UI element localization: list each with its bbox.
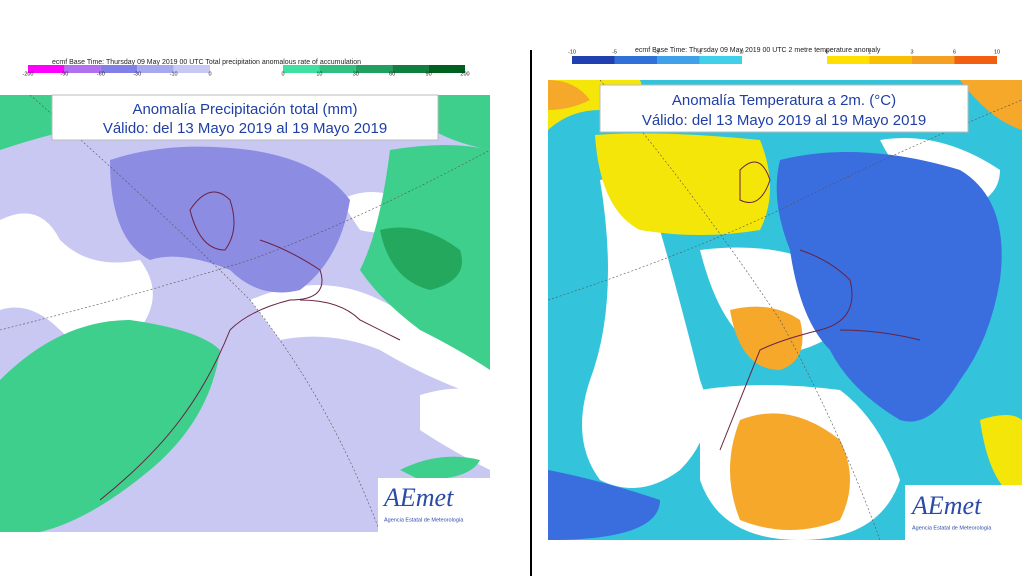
legend-label: 30 xyxy=(353,71,359,77)
map-region xyxy=(110,146,350,293)
legend: -10 -5 -3 -1 0 0 1 3 6 10 xyxy=(568,49,1000,64)
legend-label: 6 xyxy=(953,49,956,55)
legend-swatch xyxy=(64,65,101,73)
legend-label: -90 xyxy=(60,71,68,77)
map-region xyxy=(548,470,660,540)
logo-box xyxy=(905,485,1022,540)
legend-label: -60 xyxy=(97,71,105,77)
map-subtitle: Válido: del 13 Mayo 2019 al 19 Mayo 2019 xyxy=(642,112,926,129)
legend-swatch xyxy=(428,65,465,73)
legend-label: 200 xyxy=(460,71,469,77)
precip-map xyxy=(0,95,490,532)
map-title: Anomalía Temperatura a 2m. (°C) xyxy=(672,92,896,109)
map-header: ecmf Base Time: Thursday 09 May 2019 00 … xyxy=(635,47,881,54)
title-box xyxy=(51,94,439,141)
title-box xyxy=(599,84,969,133)
map-region xyxy=(980,415,1022,500)
legend-label: 1 xyxy=(868,49,871,55)
legend-label: -1 xyxy=(697,49,702,55)
legend-label: -5 xyxy=(612,49,617,55)
legend-swatch xyxy=(657,56,700,64)
legend-swatch xyxy=(869,56,912,64)
legend-label: 0 xyxy=(825,49,828,55)
legend-swatch xyxy=(392,65,429,73)
map-region xyxy=(719,161,921,451)
legend-label: 10 xyxy=(994,49,1000,55)
legend-label: 3 xyxy=(910,49,913,55)
legend-swatch xyxy=(319,65,356,73)
map-region xyxy=(0,320,220,532)
legend-swatch xyxy=(954,56,997,64)
map-region xyxy=(960,80,1022,130)
map-region xyxy=(730,306,803,370)
legend-label: 60 xyxy=(389,71,395,77)
legend-swatch xyxy=(28,65,65,73)
legend-label: -10 xyxy=(170,71,178,77)
legend-swatch xyxy=(137,65,174,73)
map-title: Anomalía Precipitación total (mm) xyxy=(132,101,357,118)
logo-text: Agencia Estatal de Meteorología xyxy=(912,525,992,531)
map-region xyxy=(0,95,490,532)
map-region xyxy=(420,388,490,470)
map-region xyxy=(380,227,462,290)
logo-box xyxy=(378,478,490,532)
temperature-map xyxy=(548,80,1022,540)
legend-label: 0 xyxy=(208,71,211,77)
map-region xyxy=(730,413,850,530)
legend-swatch xyxy=(614,56,657,64)
legend-swatch xyxy=(173,65,210,73)
legend-label: 90 xyxy=(426,71,432,77)
legend-label: -200 xyxy=(22,71,33,77)
map-region xyxy=(548,80,590,110)
legend-swatch xyxy=(912,56,955,64)
legend-swatch xyxy=(100,65,138,73)
map-region xyxy=(400,456,480,480)
map-header: ecmf Base Time: Thursday 09 May 2019 00 … xyxy=(52,59,361,66)
legend-label: -30 xyxy=(133,71,141,77)
map-region xyxy=(0,213,153,348)
map-region xyxy=(250,285,490,400)
legend-swatch xyxy=(283,65,320,73)
legend-label: 0 xyxy=(281,71,284,77)
map-region xyxy=(776,152,1002,422)
map-region xyxy=(99,191,401,501)
legend-label: -10 xyxy=(568,49,576,55)
logo: AEmet xyxy=(910,491,982,520)
legend-label: -3 xyxy=(655,49,660,55)
legend-label: 10 xyxy=(316,71,322,77)
logo: AEmet xyxy=(382,483,454,512)
logo-text: Agencia Estatal de Meteorología xyxy=(384,517,464,523)
map-region xyxy=(595,133,770,235)
legend-swatch xyxy=(572,56,615,64)
legend-swatch xyxy=(355,65,393,73)
map-subtitle: Válido: del 13 Mayo 2019 al 19 Mayo 2019 xyxy=(103,120,387,137)
legend-swatch xyxy=(699,56,742,64)
map-region xyxy=(582,178,707,489)
legend-label: 0 xyxy=(740,49,743,55)
legend-swatch xyxy=(827,56,870,64)
legend: -200 -90 -60 -30 -10 0 0 10 30 60 90 200 xyxy=(22,65,470,77)
